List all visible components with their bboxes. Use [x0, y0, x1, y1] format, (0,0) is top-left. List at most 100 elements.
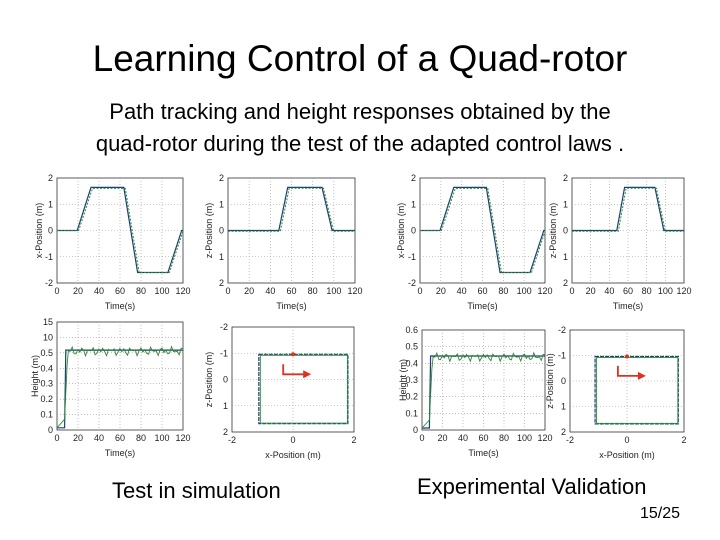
reference-line: [57, 186, 183, 274]
y-tick-label: 2: [563, 278, 568, 288]
x-tick-label: 80: [499, 433, 509, 443]
y-tick-label: 1: [563, 199, 568, 209]
x-axis-label: Time(s): [105, 301, 135, 311]
direction-arrowhead: [303, 370, 312, 379]
x-tick-label: 20: [586, 286, 596, 296]
direction-arrow: [282, 364, 306, 376]
y-tick-label: -1: [558, 351, 566, 361]
x-tick-label: 60: [115, 433, 125, 443]
y-tick-label: -1: [408, 252, 416, 262]
x-tick-label: 0: [54, 286, 59, 296]
x-tick-label: 20: [436, 286, 446, 296]
y-tick-label: 0.2: [405, 392, 418, 402]
y-tick-label: -2: [45, 278, 53, 288]
y-tick-label: 1: [563, 252, 568, 262]
x-tick-label: 80: [308, 286, 318, 296]
y-tick-label: 0.1: [40, 410, 53, 420]
y-axis-label: z-Position (m): [204, 352, 214, 408]
y-axis-label: Height (m): [30, 355, 40, 397]
y-axis-label: Height (m): [398, 359, 408, 401]
y-tick-label: 2: [411, 173, 416, 183]
y-tick-label: 2: [219, 173, 224, 183]
x-tick-label: 120: [537, 286, 552, 296]
reference-path: [258, 353, 349, 425]
x-axis-label: Time(s): [276, 301, 306, 311]
slide-title: Learning Control of a Quad-rotor: [92, 38, 628, 79]
start-point: [625, 354, 629, 359]
axes-frame: [419, 177, 546, 284]
x-tick-label: 100: [154, 286, 169, 296]
x-axis-label: x-Position (m): [599, 450, 655, 460]
y-axis-label: z-Position (m): [548, 203, 558, 259]
axes-frame: [421, 329, 546, 431]
y-tick-label: 0: [48, 425, 53, 435]
caption-experimental: Experimental Validation: [417, 474, 647, 499]
y-axis-label: z-Position (m): [545, 353, 555, 409]
x-tick-label: 0: [225, 286, 230, 296]
y-axis-label: z-Position (m): [204, 203, 214, 259]
y-tick-label: 0.3: [405, 375, 418, 385]
x-tick-label: 40: [604, 286, 614, 296]
y-tick-label: 0.4: [405, 358, 418, 368]
reference-line: [572, 186, 684, 232]
x-tick-label: 2: [351, 435, 356, 445]
x-tick-label: 60: [478, 433, 488, 443]
y-tick-label: 1: [48, 199, 53, 209]
x-tick-label: -2: [566, 435, 574, 445]
y-tick-label: 1: [219, 252, 224, 262]
x-tick-label: 100: [326, 286, 341, 296]
start-point: [291, 352, 295, 357]
reference-line: [228, 186, 355, 232]
x-tick-label: 60: [623, 286, 633, 296]
y-tick-label: -2: [408, 278, 416, 288]
response-line: [57, 187, 184, 273]
response-path: [596, 357, 679, 424]
reference-line: [57, 349, 183, 429]
axes-frame: [569, 329, 685, 433]
x-tick-label: 40: [94, 286, 104, 296]
x-tick-label: 120: [676, 286, 691, 296]
x-tick-label: 2: [681, 435, 686, 445]
x-tick-label: 60: [286, 286, 296, 296]
y-tick-label: 2: [223, 427, 228, 437]
x-tick-label: 120: [537, 433, 552, 443]
x-tick-label: 40: [265, 286, 275, 296]
y-tick-label: 0.4: [40, 363, 53, 373]
y-tick-label: 0.6: [405, 325, 418, 335]
y-axis-label: x-Position (m): [396, 203, 406, 259]
y-tick-label: 2: [219, 278, 224, 288]
x-tick-label: 40: [94, 433, 104, 443]
x-tick-label: 0: [569, 286, 574, 296]
x-tick-label: 100: [154, 433, 169, 443]
x-axis-label: Time(s): [468, 448, 498, 458]
response-line: [420, 187, 546, 273]
y-tick-label: 2: [48, 173, 53, 183]
slide-subtitle: Path tracking and height responses obtai…: [20, 96, 700, 160]
y-tick-label: 1: [411, 199, 416, 209]
y-tick-label: -1: [45, 252, 53, 262]
x-axis-label: Time(s): [467, 301, 497, 311]
y-tick-label: 0: [48, 226, 53, 236]
x-axis-label: Time(s): [105, 448, 135, 458]
subtitle-line-2: quad-rotor during the test of the adapte…: [95, 131, 625, 156]
direction-arrow: [617, 365, 640, 377]
x-tick-label: 0: [419, 433, 424, 443]
axes-frame: [571, 177, 685, 284]
response-path: [259, 354, 348, 424]
response-line: [56, 345, 184, 429]
x-axis-label: Time(s): [613, 301, 643, 311]
response-line: [572, 187, 684, 232]
y-tick-label: 0: [413, 425, 418, 435]
y-tick-label: 2: [561, 427, 566, 437]
y-tick-label: 0.1: [405, 408, 418, 418]
x-tick-label: 80: [498, 286, 508, 296]
x-tick-label: 100: [517, 286, 532, 296]
y-tick-label: 0.5: [40, 348, 53, 358]
